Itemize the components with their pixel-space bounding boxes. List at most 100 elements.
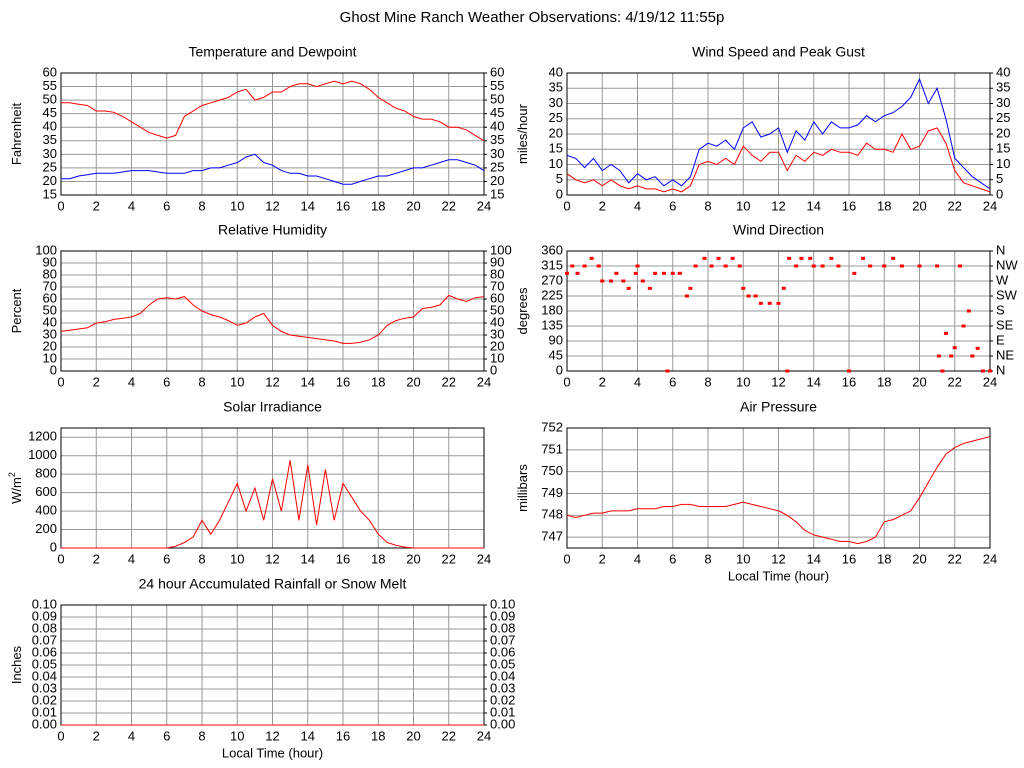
data-point [653, 271, 658, 275]
x-tick-label: 6 [163, 198, 170, 213]
y-axis-label: degrees [515, 287, 530, 334]
y2-tick-label: 0 [996, 186, 1003, 201]
data-point [899, 264, 904, 268]
plot-frame [566, 72, 991, 196]
chart-panel: 24 hour Accumulated Rainfall or Snow Mel… [9, 576, 515, 761]
y-tick-label: 80 [43, 266, 57, 281]
y-tick-label: 5 [556, 171, 563, 186]
x-tick-label: 0 [57, 551, 64, 566]
x-tick-label: 14 [301, 728, 315, 743]
data-point [661, 271, 666, 275]
data-point [852, 271, 857, 275]
y2-tick-label: 30 [996, 95, 1010, 110]
y2-tick-label: 10 [490, 350, 504, 365]
y-tick-label: 0.03 [32, 680, 57, 695]
y-axis-label-text: Inches [9, 645, 24, 684]
data-point [753, 294, 758, 298]
data-point [741, 286, 746, 290]
x-tick-label: 8 [198, 374, 205, 389]
y-tick-label: 750 [541, 463, 563, 478]
y2-tick-label: 0.01 [490, 704, 515, 719]
data-point [847, 369, 851, 373]
y2-tick-label: 20 [490, 338, 504, 353]
y-tick-label: 45 [43, 105, 57, 120]
y-tick-label: 270 [541, 272, 563, 287]
data-point [868, 264, 873, 268]
x-tick-label: 8 [198, 551, 205, 566]
x-tick-label: 10 [736, 551, 750, 566]
y-tick-label: 0.00 [32, 716, 57, 731]
data-point [949, 354, 954, 358]
x-tick-label: 10 [230, 551, 244, 566]
x-tick-label: 22 [948, 551, 962, 566]
data-line [61, 80, 485, 142]
y-tick-label: 749 [541, 485, 563, 500]
data-point [758, 301, 763, 305]
data-point [820, 264, 825, 268]
y-tick-label: 748 [541, 507, 563, 522]
data-point [635, 264, 640, 268]
y-tick-label: 135 [541, 317, 563, 332]
y-tick-label: 0.06 [32, 644, 57, 659]
y2-tick-label: SW [996, 287, 1018, 302]
y-tick-label: 30 [549, 95, 563, 110]
plot-frame [60, 427, 485, 549]
x-tick-label: 2 [93, 551, 100, 566]
x-tick-label: 6 [669, 551, 676, 566]
x-tick-label: 22 [442, 198, 456, 213]
y-tick-label: 40 [43, 119, 57, 134]
x-tick-label: 0 [57, 198, 64, 213]
data-point [665, 369, 670, 373]
y-tick-label: 0 [50, 539, 57, 554]
y2-tick-label: 5 [996, 171, 1003, 186]
data-point [716, 256, 721, 260]
x-tick-label: 2 [599, 374, 606, 389]
x-tick-label: 6 [669, 374, 676, 389]
x-tick-label: 24 [477, 728, 491, 743]
data-point [980, 369, 985, 373]
x-tick-label: 24 [983, 374, 997, 389]
data-point [943, 331, 948, 335]
x-tick-label: 4 [128, 728, 135, 743]
y2-tick-label: 0.00 [490, 716, 515, 731]
y-axis-label: Inches [9, 645, 24, 684]
y2-tick-label: SE [996, 317, 1014, 332]
x-tick-label: 2 [93, 374, 100, 389]
y-tick-label: 100 [35, 242, 57, 257]
data-point [647, 286, 652, 290]
y2-tick-label: 90 [490, 254, 504, 269]
data-point [799, 256, 804, 260]
y-tick-label: 30 [43, 326, 57, 341]
y-tick-label: 40 [549, 64, 563, 79]
data-point [609, 279, 614, 283]
y-tick-label: 20 [43, 338, 57, 353]
data-line [61, 153, 485, 185]
y-tick-label: 200 [35, 521, 57, 536]
y-tick-label: 15 [43, 186, 57, 201]
y-tick-label: 90 [43, 254, 57, 269]
x-tick-label: 18 [371, 198, 385, 213]
x-tick-label: 20 [912, 198, 926, 213]
x-tick-label: 10 [230, 198, 244, 213]
x-tick-label: 12 [771, 374, 785, 389]
data-point [730, 256, 735, 260]
plot-frame [60, 250, 485, 372]
chart-title: Air Pressure [740, 399, 817, 415]
data-point [891, 256, 896, 260]
y-tick-label: 55 [43, 78, 57, 93]
y-axis-label-sup: 2 [7, 472, 17, 477]
x-tick-label: 0 [563, 374, 570, 389]
y2-tick-label: 40 [490, 314, 504, 329]
data-point [829, 256, 834, 260]
y2-tick-label: NE [996, 347, 1014, 362]
x-tick-label: 22 [948, 198, 962, 213]
y2-tick-label: 0.08 [490, 620, 515, 635]
x-tick-label: 14 [301, 551, 315, 566]
x-tick-label: 14 [301, 374, 315, 389]
x-axis-label: Local Time (hour) [222, 745, 323, 760]
y2-tick-label: 0 [490, 362, 497, 377]
y-tick-label: 0.01 [32, 704, 57, 719]
